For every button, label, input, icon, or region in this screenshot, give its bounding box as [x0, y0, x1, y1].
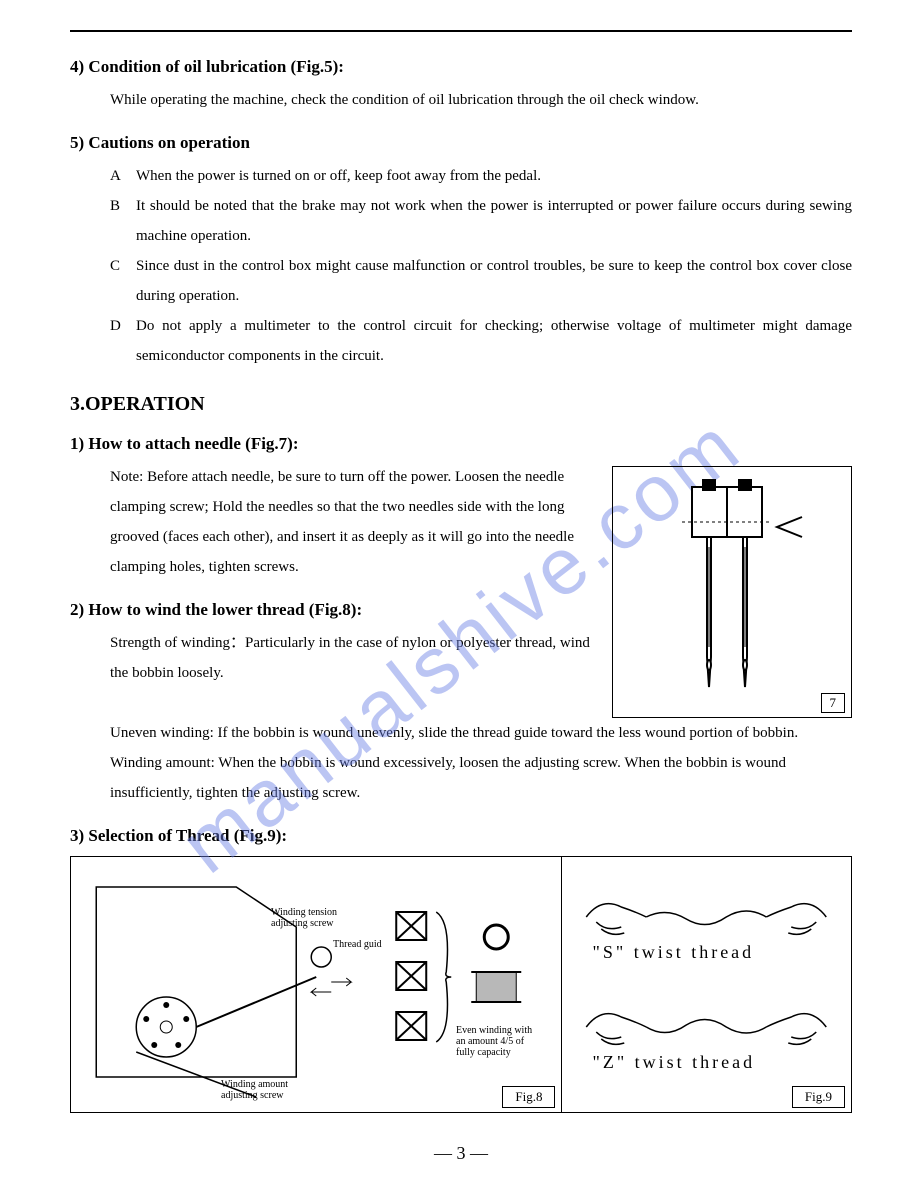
list-s5: AWhen the power is turned on or off, kee… — [70, 161, 852, 371]
figure-8: Winding tension adjusting screw Thread g… — [71, 857, 562, 1112]
item-label: C — [110, 251, 136, 311]
body-s32-p1: Strength of winding：Particularly in the … — [110, 628, 596, 688]
s-twist-label: "S" twist thread — [592, 942, 754, 963]
heading-s4: 4) Condition of oil lubrication (Fig.5): — [70, 57, 852, 77]
body-s4: While operating the machine, check the c… — [110, 85, 852, 115]
figure-7: 7 — [612, 466, 852, 718]
item-label: B — [110, 191, 136, 251]
annot-winding-tension: Winding tension adjusting screw — [271, 907, 337, 929]
figure-7-label: 7 — [821, 693, 846, 713]
page-number: — 3 — — [70, 1143, 852, 1164]
figure-9-label: Fig.9 — [792, 1086, 845, 1108]
z-twist-label: "Z" twist thread — [592, 1052, 755, 1073]
annot-winding-amount: Winding amount adjusting screw — [221, 1079, 288, 1101]
figure-8-label: Fig.8 — [502, 1086, 555, 1108]
item-label: D — [110, 311, 136, 371]
list-item: BIt should be noted that the brake may n… — [110, 191, 852, 251]
figure-row: Winding tension adjusting screw Thread g… — [70, 856, 852, 1113]
heading-s31: 1) How to attach needle (Fig.7): — [70, 434, 852, 454]
annot-thread-guide: Thread guid — [333, 939, 382, 950]
list-item: AWhen the power is turned on or off, kee… — [110, 161, 852, 191]
item-label: A — [110, 161, 136, 191]
item-text: Since dust in the control box might caus… — [136, 251, 852, 311]
heading-s5: 5) Cautions on operation — [70, 133, 852, 153]
heading-s32: 2) How to wind the lower thread (Fig.8): — [70, 600, 596, 620]
item-text: When the power is turned on or off, keep… — [136, 161, 852, 191]
manual-page: manualshive.com 4) Condition of oil lubr… — [0, 0, 922, 1194]
needle-diagram-icon — [652, 477, 812, 707]
annot-even-winding: Even winding with an amount 4/5 of fully… — [456, 1025, 536, 1058]
item-text: Do not apply a multimeter to the control… — [136, 311, 852, 371]
figure-9: "S" twist thread "Z" twist thread Fig.9 — [562, 857, 851, 1112]
body-s32-p3: Winding amount: When the bobbin is wound… — [110, 748, 852, 808]
bobbin-winder-diagram-icon — [71, 857, 561, 1107]
row-s31-fig7: Note: Before attach needle, be sure to t… — [70, 462, 852, 718]
chapter-heading: 3.OPERATION — [70, 393, 852, 416]
item-text: It should be noted that the brake may no… — [136, 191, 852, 251]
top-rule — [70, 30, 852, 32]
list-item: CSince dust in the control box might cau… — [110, 251, 852, 311]
body-s31: Note: Before attach needle, be sure to t… — [110, 462, 596, 582]
body-s32-p2: Uneven winding: If the bobbin is wound u… — [110, 718, 852, 748]
heading-s33: 3) Selection of Thread (Fig.9): — [70, 826, 852, 846]
list-item: DDo not apply a multimeter to the contro… — [110, 311, 852, 371]
col-left: Note: Before attach needle, be sure to t… — [70, 462, 596, 718]
